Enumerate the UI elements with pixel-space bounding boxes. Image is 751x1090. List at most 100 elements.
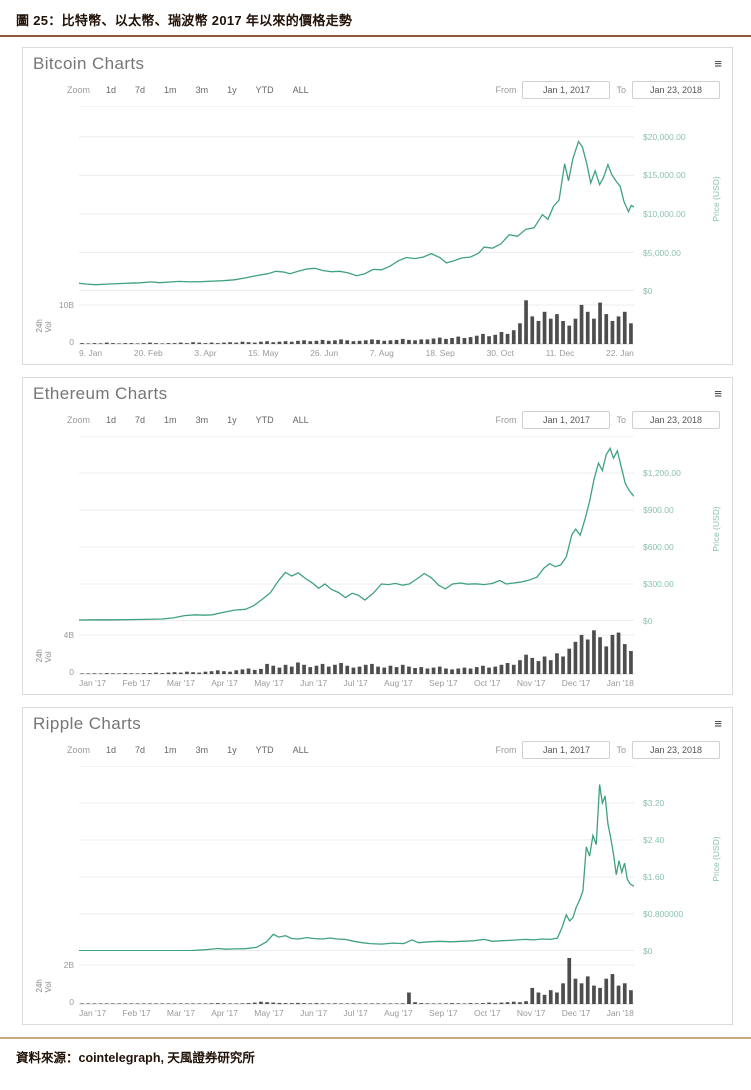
volume-y-axis: 24h Vol 10B 0: [33, 295, 79, 347]
to-date-input[interactable]: [632, 741, 720, 759]
price-line: [79, 142, 634, 285]
volume-bar: [610, 974, 615, 1004]
x-axis-label: May '17: [254, 678, 284, 688]
x-axis-label: Jan '18: [606, 1008, 634, 1018]
volume-bar: [413, 668, 417, 674]
volume-bar: [345, 665, 350, 674]
zoom-button-ytd[interactable]: YTD: [255, 85, 274, 95]
volume-bar: [530, 657, 535, 674]
volume-bar: [197, 672, 202, 674]
price-chart[interactable]: [79, 106, 634, 291]
y-axis-label: $1.60: [643, 872, 665, 882]
volume-bar: [536, 992, 541, 1004]
volume-bar: [524, 1001, 528, 1004]
zoom-button-1m[interactable]: 1m: [164, 415, 177, 425]
volume-bar: [240, 669, 245, 674]
volume-bar: [111, 343, 115, 344]
zoom-button-all[interactable]: ALL: [292, 85, 309, 95]
to-date-input[interactable]: [632, 81, 720, 99]
zoom-button-all[interactable]: ALL: [292, 745, 309, 755]
volume-chart[interactable]: [79, 625, 634, 675]
volume-bar: [86, 673, 91, 674]
volume-bar: [425, 668, 430, 674]
volume-bar: [296, 662, 300, 674]
x-axis-label: Jul '17: [343, 1008, 368, 1018]
volume-bar: [172, 343, 177, 344]
volume-bar: [481, 665, 485, 674]
volume-bar: [419, 339, 424, 344]
volume-bar: [407, 666, 411, 674]
volume-bar: [259, 341, 263, 344]
zoom-button-1y[interactable]: 1y: [227, 415, 237, 425]
hamburger-menu-icon[interactable]: ≡: [714, 716, 722, 731]
volume-bar: [511, 664, 516, 674]
zoom-button-group: 1d 7d 1m 3m 1y YTD ALL: [103, 83, 312, 97]
volume-bar: [474, 1003, 479, 1004]
volume-bar: [148, 342, 152, 344]
volume-bar: [296, 1002, 300, 1005]
source-note: 資料來源：cointelegraph, 天風證券研究所: [16, 1051, 255, 1065]
zoom-button-1m[interactable]: 1m: [164, 745, 177, 755]
volume-bar: [166, 1003, 171, 1004]
zoom-button-1m[interactable]: 1m: [164, 85, 177, 95]
zoom-button-7d[interactable]: 7d: [135, 415, 146, 425]
x-axis-label: Apr '17: [211, 678, 238, 688]
volume-bar: [203, 671, 208, 674]
volume-bar: [302, 340, 306, 344]
zoom-button-1d[interactable]: 1d: [106, 85, 117, 95]
from-date-input[interactable]: [522, 411, 611, 429]
price-chart[interactable]: [79, 766, 634, 951]
volume-chart[interactable]: [79, 295, 634, 345]
volume-bar: [493, 666, 498, 674]
volume-bar: [616, 632, 621, 674]
zoom-button-3m[interactable]: 3m: [195, 415, 209, 425]
zoom-button-group: 1d 7d 1m 3m 1y YTD ALL: [103, 413, 312, 427]
price-y-axis: Price (USD) $1,200.00 $900.00 $600.00 $300.…: [634, 436, 722, 626]
zoom-button-3m[interactable]: 3m: [195, 85, 209, 95]
volume-bar: [629, 323, 633, 344]
x-axis-label: 9. Jan: [79, 348, 103, 358]
zoom-button-1d[interactable]: 1d: [106, 415, 117, 425]
zoom-button-1y[interactable]: 1y: [227, 85, 237, 95]
volume-bar: [166, 343, 171, 344]
from-date-input[interactable]: [522, 741, 611, 759]
hamburger-menu-icon[interactable]: ≡: [714, 386, 722, 401]
y-axis-label: $0: [643, 286, 653, 296]
volume-bar: [573, 978, 578, 1004]
price-chart[interactable]: [79, 436, 634, 621]
x-axis-label: Mar '17: [166, 678, 195, 688]
to-date-input[interactable]: [632, 411, 720, 429]
volume-bar: [141, 1003, 146, 1004]
zoom-button-all[interactable]: ALL: [292, 415, 309, 425]
price-axis-title: Price (USD): [711, 505, 721, 552]
volume-bar: [111, 673, 115, 674]
volume-bar: [154, 343, 158, 344]
zoom-button-1y[interactable]: 1y: [227, 745, 237, 755]
zoom-button-ytd[interactable]: YTD: [255, 415, 274, 425]
panel-title: Bitcoin Charts: [33, 54, 145, 73]
zoom-button-1d[interactable]: 1d: [106, 745, 117, 755]
volume-bar: [326, 1003, 331, 1004]
zoom-button-3m[interactable]: 3m: [195, 745, 209, 755]
volume-bar: [555, 653, 559, 674]
volume-bar: [222, 342, 226, 344]
volume-bar: [555, 992, 559, 1004]
from-date-input[interactable]: [522, 81, 611, 99]
volume-bar: [474, 335, 479, 344]
volume-bar: [234, 670, 239, 674]
volume-bar: [197, 342, 202, 344]
volume-bar: [160, 673, 165, 674]
volume-chart[interactable]: [79, 955, 634, 1005]
volume-bar: [80, 1003, 84, 1004]
hamburger-menu-icon[interactable]: ≡: [714, 56, 722, 71]
volume-bar: [382, 340, 387, 344]
volume-bar: [117, 1003, 121, 1004]
zoom-button-7d[interactable]: 7d: [135, 745, 146, 755]
volume-bar: [357, 340, 362, 344]
volume-bar: [326, 666, 331, 674]
volume-bar: [511, 330, 516, 344]
y-axis-label: $3.20: [643, 798, 665, 808]
zoom-button-7d[interactable]: 7d: [135, 85, 146, 95]
zoom-button-ytd[interactable]: YTD: [255, 745, 274, 755]
price-axis-title: Price (USD): [711, 175, 721, 222]
